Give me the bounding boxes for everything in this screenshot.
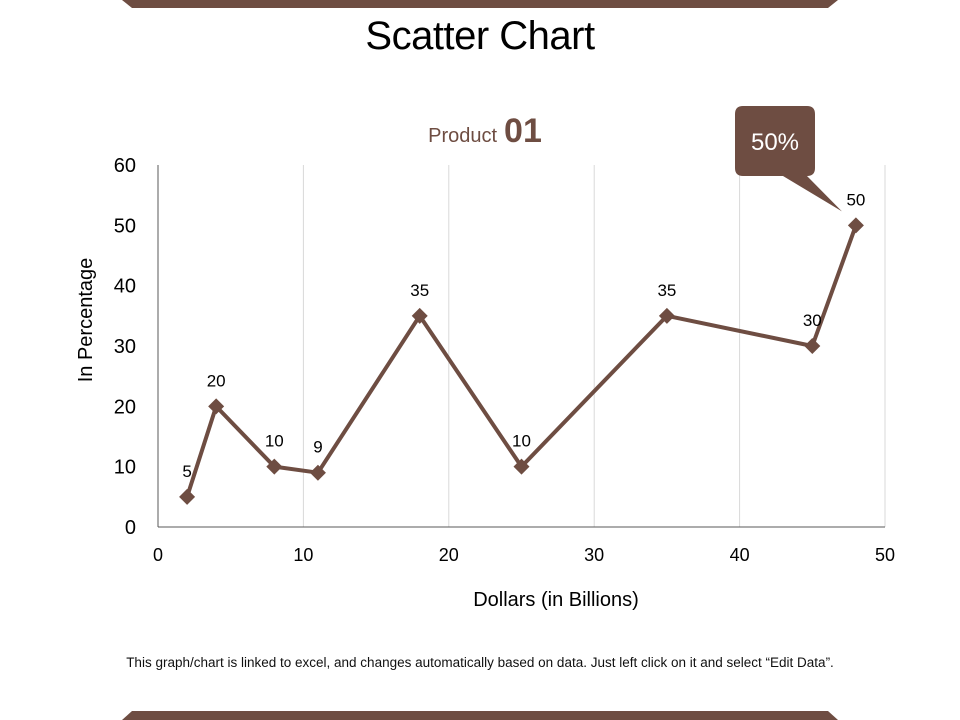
y-tick-label-3: 30 (114, 336, 136, 358)
data-labels: 5 20 10 9 35 10 35 30 50 (182, 190, 865, 481)
y-axis-label: In Percentage (75, 258, 97, 383)
y-tick-label-0: 0 (125, 517, 136, 539)
slide-title: Scatter Chart (365, 14, 595, 58)
x-tick-label-1: 10 (293, 545, 313, 565)
data-label-0: 5 (182, 462, 191, 481)
data-point-2[interactable] (266, 458, 283, 475)
tick-labels: 0 10 20 30 40 50 60 0 10 20 30 40 50 (114, 155, 895, 565)
y-tick-label-2: 20 (114, 396, 136, 418)
x-tick-label-0: 0 (153, 545, 163, 565)
data-point-0[interactable] (179, 488, 196, 505)
data-point-7[interactable] (804, 338, 821, 354)
data-label-7: 30 (803, 311, 822, 330)
data-label-5: 10 (512, 432, 531, 451)
footnote: This graph/chart is linked to excel, and… (126, 655, 834, 670)
data-label-6: 35 (657, 281, 676, 300)
data-label-2: 10 (265, 432, 284, 451)
data-point-8[interactable] (847, 217, 864, 234)
scatter-chart[interactable]: 0 10 20 30 40 50 60 0 10 20 30 40 50 Product 01 In Pe… (0, 0, 960, 640)
data-point-1[interactable] (208, 398, 225, 415)
y-tick-label-6: 60 (114, 155, 136, 177)
x-tick-label-5: 50 (875, 545, 895, 565)
data-label-3: 9 (313, 438, 322, 457)
data-label-4: 35 (410, 281, 429, 300)
chart-title-number: 01 (504, 112, 542, 150)
callout-shape (735, 106, 842, 212)
y-tick-label-1: 10 (114, 457, 136, 479)
x-tick-label-3: 30 (584, 545, 604, 565)
data-point-5[interactable] (513, 458, 530, 475)
data-point-3[interactable] (309, 464, 326, 481)
series-line (185, 224, 858, 498)
series (179, 217, 864, 505)
y-tick-label-5: 50 (114, 215, 136, 237)
data-label-8: 50 (846, 190, 865, 209)
gridlines (302, 165, 886, 527)
top-decorative-bar (122, 0, 838, 8)
chart-title: Product 01 (428, 112, 542, 150)
chart-title-prefix: Product (428, 125, 497, 147)
x-axis-label: Dollars (in Billions) (473, 589, 639, 611)
data-label-1: 20 (207, 371, 226, 390)
callout-bubble: 50% (735, 106, 842, 212)
callout-text: 50% (751, 129, 799, 156)
axes (157, 165, 885, 528)
x-tick-label-2: 20 (439, 545, 459, 565)
bottom-decorative-bar (122, 711, 838, 720)
y-tick-label-4: 40 (114, 276, 136, 298)
data-point-6[interactable] (658, 307, 675, 324)
data-point-4[interactable] (411, 307, 428, 324)
x-tick-label-4: 40 (730, 545, 750, 565)
